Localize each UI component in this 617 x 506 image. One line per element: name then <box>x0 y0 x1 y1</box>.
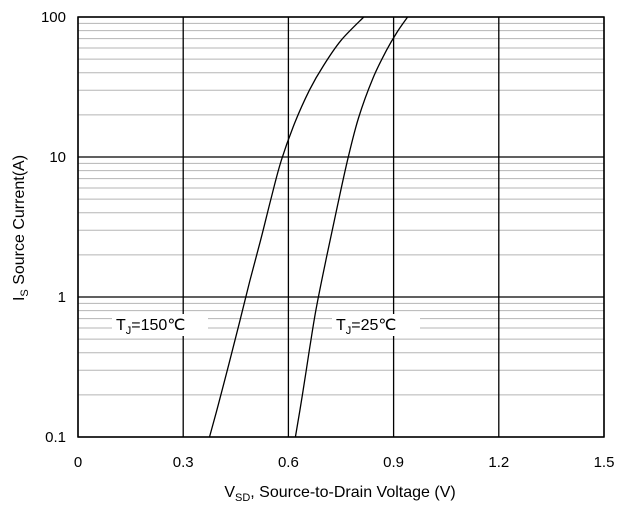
curve-label-bg <box>112 314 208 336</box>
x-tick-label: 0.3 <box>173 454 194 471</box>
curve-label-sub: J <box>346 325 352 337</box>
x-axis-title: VSD, Source-to-Drain Voltage (V) <box>224 484 455 504</box>
x-tick-label: 0 <box>74 454 82 471</box>
y-tick-label: 100 <box>41 9 66 26</box>
x-tick-label: 1.5 <box>594 454 615 471</box>
curve-label-bg <box>332 314 420 336</box>
curve-label-rest: =150℃ <box>131 317 185 334</box>
x-axis-title-main: V <box>224 484 235 501</box>
curve-label-rest: =25℃ <box>351 317 396 334</box>
curve-label-1: TJ=25℃ <box>336 317 396 337</box>
curves <box>208 16 409 438</box>
curve-labels: TJ=150℃ TJ=25℃ <box>112 314 420 337</box>
y-axis-title-main: I <box>11 297 28 301</box>
y-tick-label: 10 <box>49 149 66 166</box>
x-axis-title-sub: SD <box>235 492 250 504</box>
x-tick-label: 0.9 <box>383 454 404 471</box>
y-axis-title-rest: Source Current(A) <box>11 155 28 289</box>
curve-label-sub: J <box>126 325 132 337</box>
y-axis-title-sub: S <box>19 289 31 296</box>
tick-labels: 0 0.3 0.6 0.9 1.2 1.5 0.1 1 10 100 <box>41 9 614 471</box>
curve-label-main: T <box>116 317 126 334</box>
y-tick-label: 1 <box>58 289 66 306</box>
plot-frame <box>77 16 605 438</box>
curve-label-0: TJ=150℃ <box>116 317 185 337</box>
series-line-0 <box>208 16 365 438</box>
curve-label-main: T <box>336 317 346 334</box>
x-axis-title-rest: , Source-to-Drain Voltage (V) <box>250 484 455 501</box>
grid <box>77 16 605 438</box>
series-line-1 <box>294 16 409 438</box>
y-tick-label: 0.1 <box>45 429 66 446</box>
x-tick-label: 0.6 <box>278 454 299 471</box>
x-tick-label: 1.2 <box>488 454 509 471</box>
y-axis-title: IS Source Current(A) <box>11 155 31 301</box>
